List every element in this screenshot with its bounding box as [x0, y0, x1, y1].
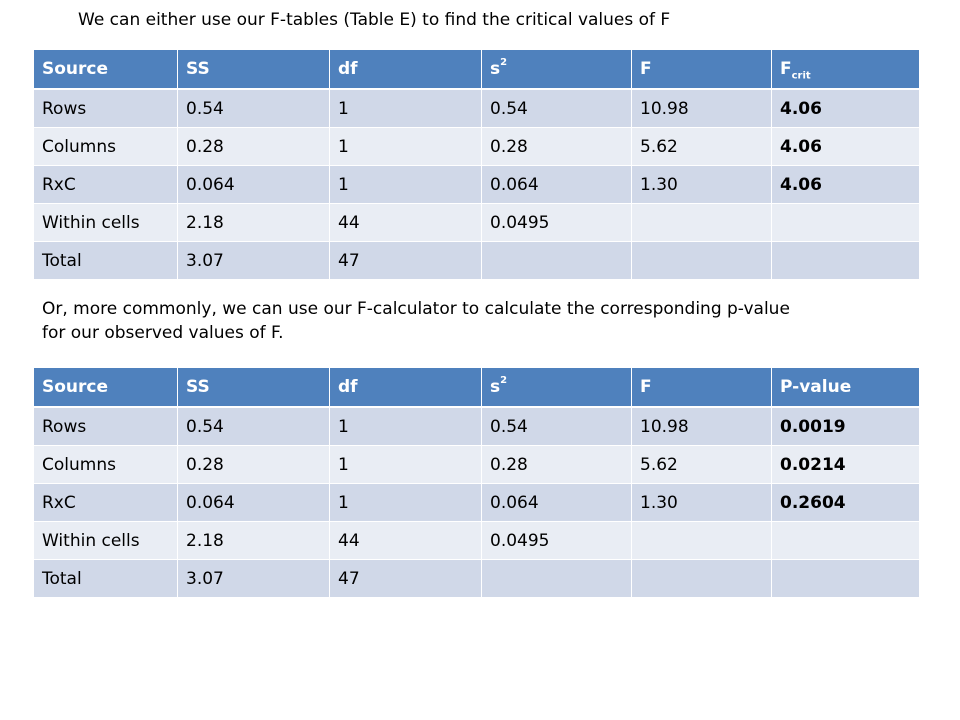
cell-source: Total: [34, 560, 178, 598]
header-fcrit-sub: crit: [791, 70, 811, 82]
cell-df: 1: [330, 90, 482, 128]
cell-df: 44: [330, 522, 482, 560]
cell-df: 1: [330, 484, 482, 522]
header-s2-base: s: [490, 377, 501, 397]
cell-df: 47: [330, 560, 482, 598]
cell-s2: 0.064: [482, 166, 632, 204]
cell-df: 1: [330, 408, 482, 446]
cell-f: 10.98: [632, 408, 772, 446]
cell-s2: 0.064: [482, 484, 632, 522]
cell-s2: 0.28: [482, 128, 632, 166]
cell-s2: [482, 560, 632, 598]
cell-last: [772, 204, 920, 242]
cell-ss: 2.18: [178, 522, 330, 560]
table-row: Columns 0.28 1 0.28 5.62 4.06: [34, 128, 920, 166]
cell-last: [772, 522, 920, 560]
cell-df: 47: [330, 242, 482, 280]
cell-df: 44: [330, 204, 482, 242]
header-f: F: [632, 50, 772, 90]
header-s2: s2: [482, 50, 632, 90]
mid-text: Or, more commonly, we can use our F-calc…: [42, 299, 790, 343]
header-pvalue: P-value: [772, 368, 920, 408]
cell-s2: 0.54: [482, 408, 632, 446]
cell-last: 0.0214: [772, 446, 920, 484]
table-row: Within cells 2.18 44 0.0495: [34, 204, 920, 242]
table-body: Rows 0.54 1 0.54 10.98 0.0019 Columns 0.28 1 0.28…: [34, 408, 920, 598]
header-f: F: [632, 368, 772, 408]
anova-table-fcrit: Source SS df s2 F Fcrit Rows 0.54 1 0.54 10.…: [34, 50, 920, 280]
table-row: RxC 0.064 1 0.064 1.30 4.06: [34, 166, 920, 204]
anova-table-pvalue: Source SS df s2 F P-value Rows 0.54 1 0.54 1…: [34, 368, 920, 598]
cell-source: RxC: [34, 484, 178, 522]
header-fcrit: Fcrit: [772, 50, 920, 90]
cell-f: [632, 522, 772, 560]
cell-source: Rows: [34, 90, 178, 128]
table-body: Rows 0.54 1 0.54 10.98 4.06 Columns 0.28 1 0.28 5.…: [34, 90, 920, 280]
cell-last: 4.06: [772, 90, 920, 128]
cell-ss: 3.07: [178, 560, 330, 598]
header-ss: SS: [178, 368, 330, 408]
cell-source: Rows: [34, 408, 178, 446]
cell-last: 4.06: [772, 166, 920, 204]
cell-f: [632, 204, 772, 242]
cell-source: RxC: [34, 166, 178, 204]
cell-last: 0.2604: [772, 484, 920, 522]
cell-f: [632, 242, 772, 280]
cell-last: 0.0019: [772, 408, 920, 446]
cell-source: Columns: [34, 446, 178, 484]
header-source: Source: [34, 50, 178, 90]
table-row: Rows 0.54 1 0.54 10.98 0.0019: [34, 408, 920, 446]
cell-last: [772, 560, 920, 598]
table-row: Total 3.07 47: [34, 242, 920, 280]
cell-f: 1.30: [632, 166, 772, 204]
cell-ss: 0.064: [178, 484, 330, 522]
cell-f: 10.98: [632, 90, 772, 128]
cell-df: 1: [330, 166, 482, 204]
table-row: Within cells 2.18 44 0.0495: [34, 522, 920, 560]
table-header-row: Source SS df s2 F P-value: [34, 368, 920, 408]
header-source: Source: [34, 368, 178, 408]
cell-ss: 0.28: [178, 128, 330, 166]
cell-ss: 3.07: [178, 242, 330, 280]
header-df: df: [330, 368, 482, 408]
cell-ss: 0.54: [178, 408, 330, 446]
cell-last: 4.06: [772, 128, 920, 166]
cell-ss: 2.18: [178, 204, 330, 242]
cell-s2: 0.0495: [482, 522, 632, 560]
cell-source: Total: [34, 242, 178, 280]
cell-f: 1.30: [632, 484, 772, 522]
header-s2-base: s: [490, 59, 501, 79]
cell-source: Columns: [34, 128, 178, 166]
table-row: Columns 0.28 1 0.28 5.62 0.0214: [34, 446, 920, 484]
cell-ss: 0.28: [178, 446, 330, 484]
cell-last: [772, 242, 920, 280]
cell-ss: 0.064: [178, 166, 330, 204]
cell-ss: 0.54: [178, 90, 330, 128]
cell-s2: 0.54: [482, 90, 632, 128]
cell-s2: 0.0495: [482, 204, 632, 242]
cell-s2: 0.28: [482, 446, 632, 484]
header-s2-sup: 2: [500, 57, 508, 69]
header-df: df: [330, 50, 482, 90]
header-s2: s2: [482, 368, 632, 408]
header-s2-sup: 2: [500, 375, 508, 387]
table-row: Total 3.07 47: [34, 560, 920, 598]
cell-f: 5.62: [632, 128, 772, 166]
intro-text: We can either use our F-tables (Table E)…: [78, 10, 671, 30]
table-row: Rows 0.54 1 0.54 10.98 4.06: [34, 90, 920, 128]
header-fcrit-base: F: [780, 59, 792, 79]
cell-f: 5.62: [632, 446, 772, 484]
table-row: RxC 0.064 1 0.064 1.30 0.2604: [34, 484, 920, 522]
cell-source: Within cells: [34, 522, 178, 560]
cell-f: [632, 560, 772, 598]
cell-df: 1: [330, 446, 482, 484]
table-header-row: Source SS df s2 F Fcrit: [34, 50, 920, 90]
cell-df: 1: [330, 128, 482, 166]
cell-source: Within cells: [34, 204, 178, 242]
cell-s2: [482, 242, 632, 280]
header-ss: SS: [178, 50, 330, 90]
